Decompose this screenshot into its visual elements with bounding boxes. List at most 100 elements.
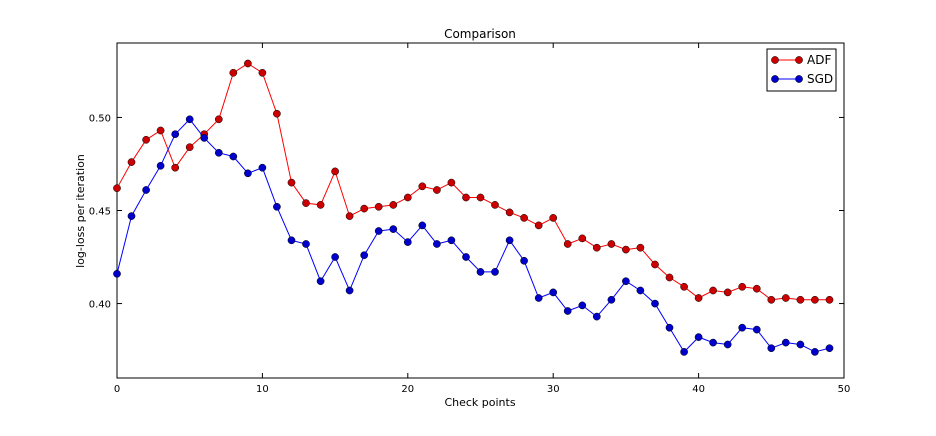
data-point-adf (389, 201, 398, 209)
data-point-sgd (520, 256, 528, 265)
data-point-adf (549, 214, 558, 222)
data-point-adf (403, 193, 412, 202)
data-point-sgd (142, 186, 150, 194)
legend-marker-sgd (771, 75, 779, 83)
data-point-adf (476, 193, 485, 202)
data-point-adf (433, 186, 441, 194)
data-point-sgd (781, 338, 790, 347)
data-point-adf (665, 273, 674, 282)
plot-area: 0 10 20 30 40 50 0.40 0.45 0.50 (89, 42, 851, 395)
x-tick-label: 20 (401, 384, 414, 395)
data-point-adf (273, 109, 281, 118)
data-point-adf (767, 295, 776, 304)
data-point-adf (651, 260, 659, 269)
data-point-sgd (200, 134, 209, 142)
data-point-sgd (360, 251, 369, 260)
data-point-adf (723, 288, 732, 297)
data-point-sgd (665, 323, 674, 332)
data-point-sgd (273, 202, 281, 211)
data-point-sgd (752, 325, 761, 334)
data-point-sgd (592, 312, 601, 321)
data-point-sgd (185, 115, 194, 124)
data-point-sgd (607, 295, 616, 304)
data-point-adf (680, 282, 688, 291)
data-point-adf (563, 240, 572, 248)
data-point-adf (229, 68, 238, 77)
data-point-sgd (389, 225, 398, 233)
data-point-sgd (418, 221, 427, 230)
data-point-sgd (345, 286, 354, 295)
data-point-adf (636, 243, 645, 252)
y-axis-label: log-loss per iteration (74, 154, 87, 268)
legend-box (766, 48, 837, 92)
legend-marker-adf (795, 56, 803, 64)
data-point-adf (360, 204, 369, 213)
y-tick-label: 0.40 (89, 300, 111, 311)
data-point-adf (491, 201, 499, 209)
data-point-sgd (156, 161, 165, 170)
data-point-adf (592, 243, 601, 252)
y-tick-label: 0.50 (89, 113, 111, 124)
data-point-sgd (491, 268, 499, 276)
data-point-adf (287, 178, 296, 187)
data-point-sgd (374, 227, 383, 235)
data-point-adf (258, 68, 267, 77)
data-point-sgd (462, 253, 470, 261)
data-point-adf (796, 295, 805, 304)
data-point-sgd (694, 333, 703, 341)
data-point-adf (345, 212, 354, 220)
y-tick-label: 0.45 (89, 207, 111, 218)
chart-title: Comparison (444, 27, 516, 41)
legend-marker-sgd (795, 75, 803, 83)
x-tick-label: 50 (838, 384, 851, 395)
data-point-sgd (171, 130, 180, 139)
data-point-adf (331, 167, 339, 176)
data-point-adf (316, 201, 325, 209)
data-point-sgd (316, 277, 325, 286)
data-point-sgd (433, 240, 441, 248)
data-point-adf (505, 208, 514, 217)
data-point-adf (709, 286, 717, 295)
data-point-adf (825, 295, 834, 304)
data-point-adf (811, 295, 819, 304)
data-point-adf (214, 115, 223, 124)
data-point-adf (752, 284, 761, 293)
data-point-adf (462, 193, 470, 202)
data-point-sgd (287, 236, 296, 245)
data-point-sgd (723, 340, 732, 349)
data-point-adf (738, 282, 747, 291)
data-point-sgd (113, 269, 121, 278)
data-point-sgd (549, 288, 558, 297)
data-point-sgd (229, 152, 238, 161)
data-point-sgd (505, 236, 514, 245)
data-point-sgd (636, 286, 645, 295)
data-point-adf (127, 158, 136, 166)
data-point-adf (447, 178, 456, 187)
data-point-adf (607, 240, 616, 248)
data-point-sgd (403, 238, 412, 246)
data-point-sgd (709, 338, 717, 347)
x-tick-label: 0 (114, 384, 120, 395)
plot-frame (116, 42, 845, 379)
data-point-adf (520, 214, 528, 222)
data-point-sgd (563, 307, 572, 315)
legend-label-sgd: SGD (807, 72, 833, 86)
series-line-sgd (116, 118, 830, 353)
data-point-adf (302, 199, 310, 207)
data-point-sgd (651, 299, 659, 308)
data-point-sgd (127, 212, 136, 220)
data-point-adf (622, 245, 630, 254)
data-point-adf (578, 234, 587, 243)
data-point-adf (185, 143, 194, 152)
data-point-sgd (796, 340, 805, 349)
x-axis-label: Check points (444, 396, 515, 409)
data-point-adf (156, 126, 165, 135)
data-point-sgd (534, 294, 543, 302)
legend: ADF SGD (766, 48, 837, 92)
data-point-sgd (680, 348, 688, 356)
data-point-adf (781, 294, 790, 302)
data-point-sgd (214, 148, 223, 157)
data-point-sgd (244, 169, 252, 178)
